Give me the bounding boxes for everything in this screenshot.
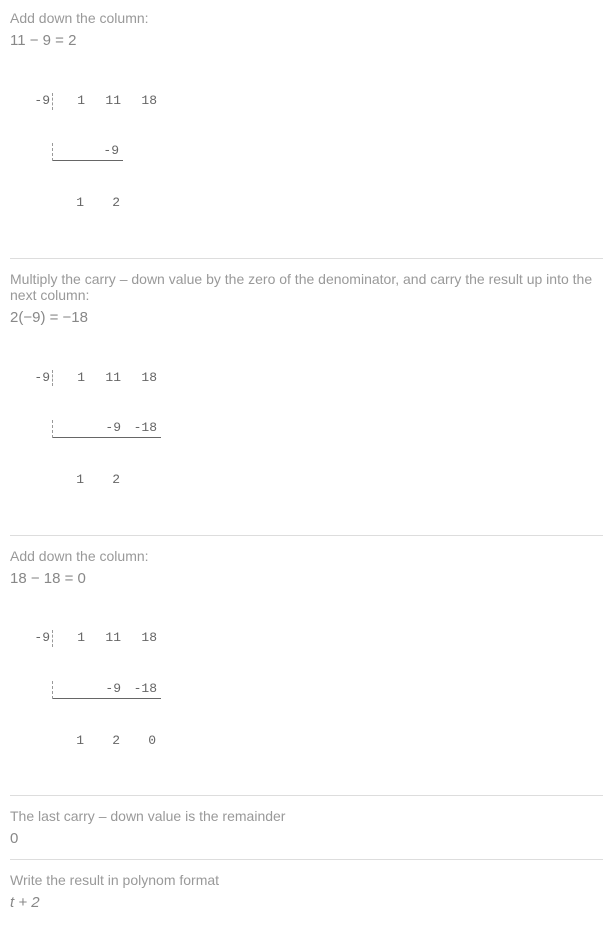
table-cell: -9 bbox=[89, 681, 125, 698]
table-cell: 1 bbox=[53, 93, 89, 110]
divider bbox=[10, 795, 603, 796]
synthetic-division-table: -9 1 11 18 -9 -18 1 2 0 bbox=[20, 597, 603, 784]
divisor-spacer bbox=[20, 195, 52, 212]
divisor-cell: -9 bbox=[20, 630, 53, 647]
equation: 11 − 9 = 2 bbox=[10, 32, 603, 49]
divisor-spacer bbox=[20, 681, 53, 699]
table-cell: 11 bbox=[89, 93, 125, 110]
table-cell bbox=[53, 420, 89, 437]
divider bbox=[10, 859, 603, 860]
table-cell: 2 bbox=[88, 195, 124, 212]
divisor-spacer bbox=[20, 420, 53, 438]
table-cell: 1 bbox=[53, 630, 89, 647]
table-cell bbox=[124, 195, 160, 212]
table-cell bbox=[53, 681, 89, 698]
divisor-spacer bbox=[20, 733, 52, 750]
table-cell: 18 bbox=[125, 93, 161, 110]
step-add-column-2: Add down the column: 18 − 18 = 0 -9 1 11… bbox=[10, 548, 603, 784]
step-text: Add down the column: bbox=[10, 10, 603, 26]
table-cell: 2 bbox=[88, 472, 124, 489]
table-cell bbox=[124, 472, 160, 489]
step-text: Multiply the carry – down value by the z… bbox=[10, 271, 603, 303]
divider bbox=[10, 535, 603, 536]
table-cell: 1 bbox=[52, 195, 88, 212]
step-multiply-carry: Multiply the carry – down value by the z… bbox=[10, 271, 603, 523]
divisor-spacer bbox=[20, 143, 53, 161]
divisor-spacer bbox=[20, 472, 52, 489]
synthetic-division-table: -9 1 11 18 -9 -18 1 2 bbox=[20, 336, 603, 523]
step-text: The last carry – down value is the remai… bbox=[10, 808, 603, 824]
table-cell: -9 bbox=[89, 420, 125, 437]
table-cell: 1 bbox=[53, 370, 89, 387]
table-cell: 11 bbox=[89, 370, 125, 387]
table-cell: -9 bbox=[88, 143, 123, 160]
table-cell: 0 bbox=[124, 733, 160, 750]
table-cell: -18 bbox=[125, 681, 161, 698]
synthetic-division-table: -9 1 11 18 -9 1 2 bbox=[20, 59, 603, 246]
step-polynom-result: Write the result in polynom format t + 2 bbox=[10, 872, 603, 911]
result: 0 bbox=[10, 830, 603, 847]
step-remainder: The last carry – down value is the remai… bbox=[10, 808, 603, 847]
table-cell: -18 bbox=[125, 420, 161, 437]
table-cell bbox=[53, 143, 88, 160]
divisor-cell: -9 bbox=[20, 370, 53, 387]
step-text: Add down the column: bbox=[10, 548, 603, 564]
table-cell: 1 bbox=[52, 472, 88, 489]
table-cell: 1 bbox=[52, 733, 88, 750]
step-text: Write the result in polynom format bbox=[10, 872, 603, 888]
table-cell: 2 bbox=[88, 733, 124, 750]
table-cell: 11 bbox=[89, 630, 125, 647]
divisor-cell: -9 bbox=[20, 93, 53, 110]
result: t + 2 bbox=[10, 894, 603, 911]
equation: 2(−9) = −18 bbox=[10, 309, 603, 326]
step-add-column-1: Add down the column: 11 − 9 = 2 -9 1 11 … bbox=[10, 10, 603, 246]
divider bbox=[10, 258, 603, 259]
equation: 18 − 18 = 0 bbox=[10, 570, 603, 587]
table-cell: 18 bbox=[125, 630, 161, 647]
table-cell: 18 bbox=[125, 370, 161, 387]
